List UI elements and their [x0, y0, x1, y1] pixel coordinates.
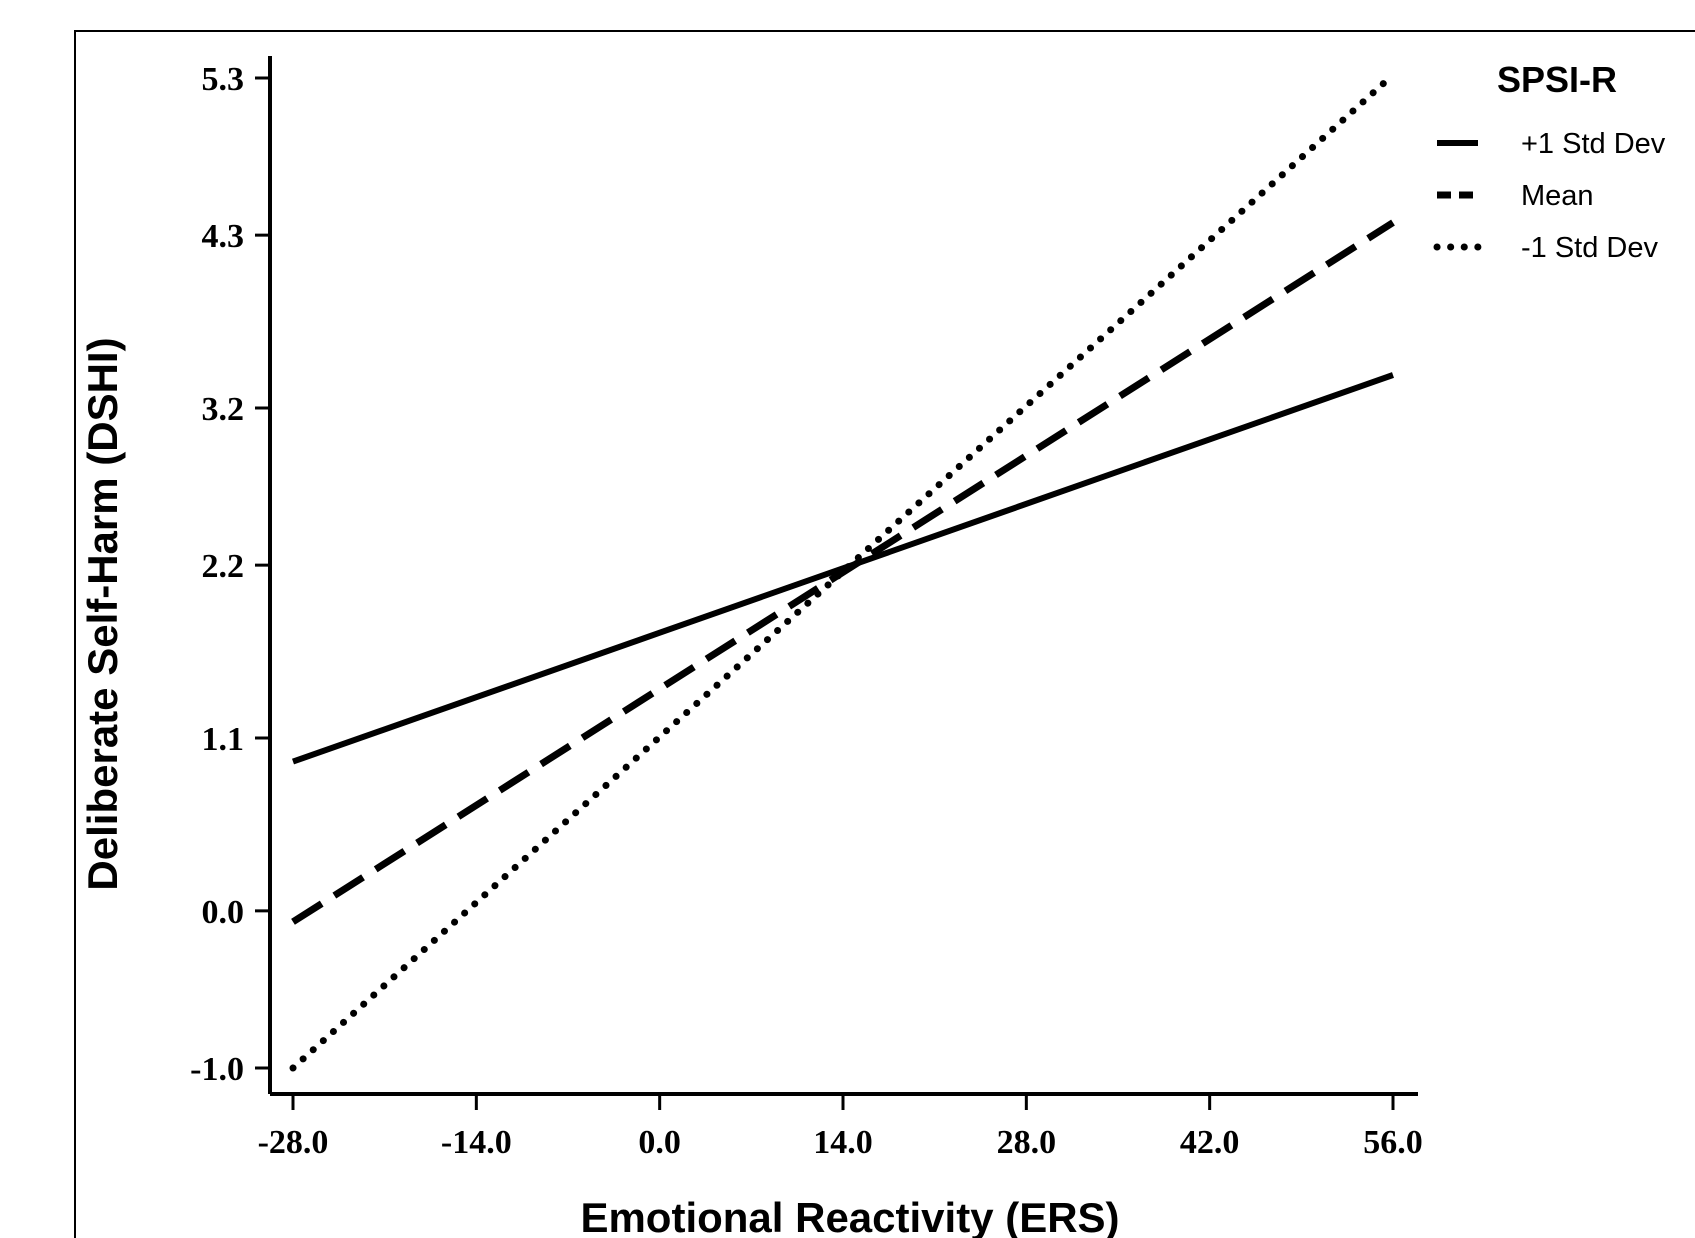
series-line-1 [291, 219, 1395, 925]
series-lines [289, 71, 1397, 1072]
y-tick-label: 4.3 [202, 218, 245, 255]
y-tick-label: 1.1 [202, 721, 245, 758]
legend-label-0: +1 Std Dev [1521, 128, 1666, 160]
x-tick-label: 0.0 [638, 1124, 681, 1161]
y-axis-title: Deliberate Self-Harm (DSHI) [79, 337, 126, 890]
x-tick-label: 28.0 [997, 1124, 1057, 1161]
x-tick-label: 56.0 [1363, 1124, 1423, 1161]
legend-title: SPSI-R [1497, 59, 1617, 100]
x-axis-title: Emotional Reactivity (ERS) [580, 1194, 1119, 1238]
x-ticks: -28.0 -14.0 0.0 14.0 28.0 42.0 56.0 [258, 1094, 1423, 1161]
x-tick-label: -28.0 [258, 1124, 329, 1161]
legend-label-1: Mean [1521, 180, 1594, 212]
y-tick-label: 5.3 [202, 61, 245, 98]
y-tick-label: 3.2 [202, 391, 245, 428]
outer-frame [74, 30, 1695, 1238]
x-tick-label: 42.0 [1180, 1124, 1240, 1161]
y-tick-label: 2.2 [202, 548, 245, 585]
y-tick-label: -1.0 [190, 1051, 244, 1088]
legend-label-2: -1 Std Dev [1521, 232, 1658, 264]
series-line-2 [289, 71, 1397, 1072]
x-tick-label: -14.0 [441, 1124, 512, 1161]
y-ticks: -1.0 0.0 1.1 2.2 3.2 4.3 5.3 [190, 61, 270, 1088]
x-tick-label: 14.0 [813, 1124, 873, 1161]
legend: SPSI-R +1 Std Dev Mean -1 Std Dev [1433, 59, 1666, 264]
y-tick-label: 0.0 [202, 894, 245, 931]
